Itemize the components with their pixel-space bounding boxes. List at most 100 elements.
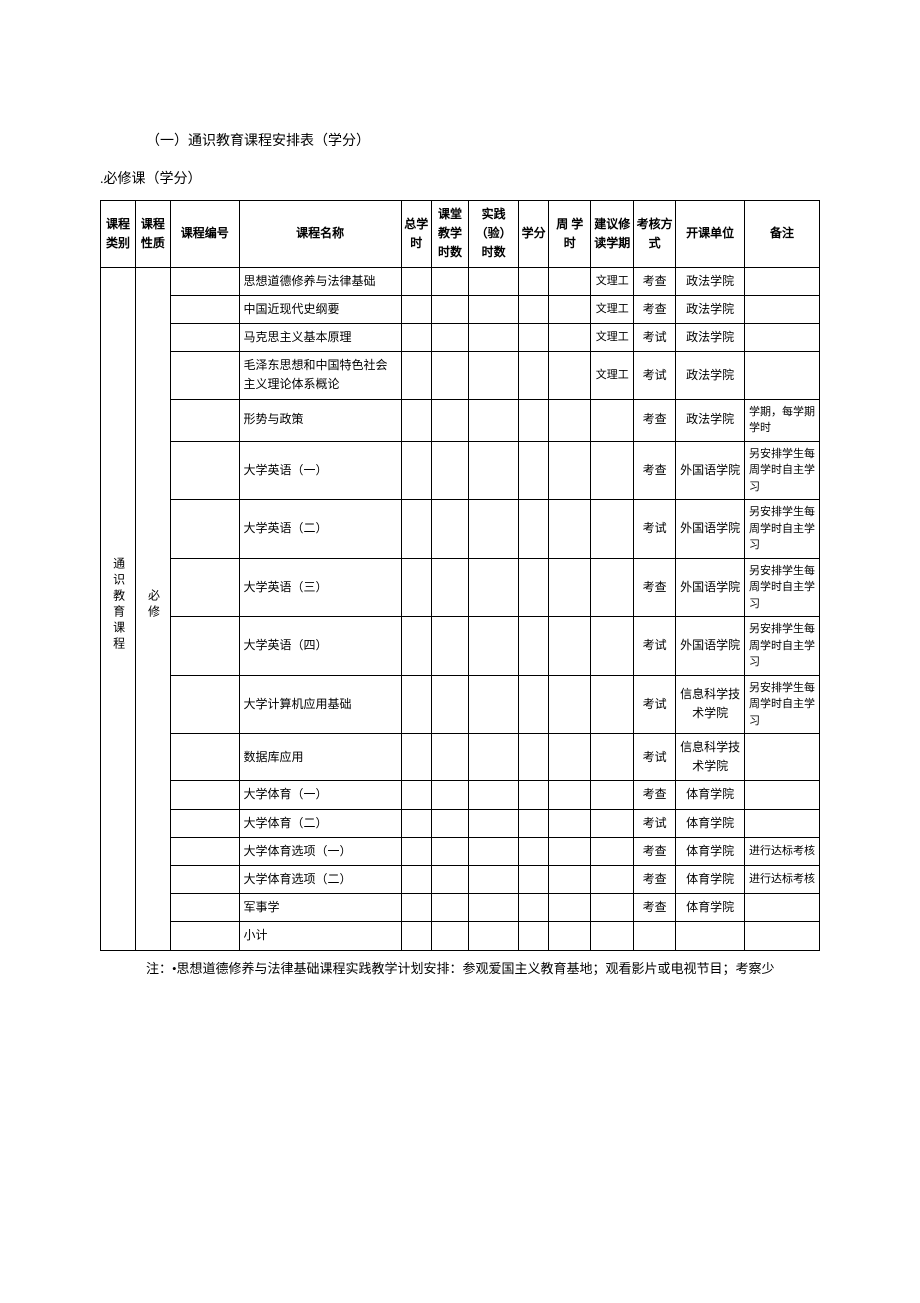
cell-ph xyxy=(469,734,519,781)
cell-wh xyxy=(549,837,591,865)
cell-wh xyxy=(549,441,591,500)
cell-name: 大学体育选项（一） xyxy=(239,837,401,865)
cell-dept: 体育学院 xyxy=(676,894,745,922)
cell-th xyxy=(401,558,431,617)
cell-wh xyxy=(549,323,591,351)
table-row: 军事学考查体育学院 xyxy=(101,894,820,922)
cell-name: 马克思主义基本原理 xyxy=(239,323,401,351)
cell-th xyxy=(401,865,431,893)
cell-wh xyxy=(549,617,591,676)
cell-name: 大学计算机应用基础 xyxy=(239,675,401,734)
cell-code xyxy=(170,809,239,837)
document-page: （一）通识教育课程安排表（学分） .必修课（学分） 课程类别 课程性质 课程编号… xyxy=(0,0,920,1019)
cell-ph xyxy=(469,558,519,617)
cell-code xyxy=(170,441,239,500)
cell-cr xyxy=(519,399,549,441)
th-credits: 学分 xyxy=(519,201,549,268)
cell-ch xyxy=(431,399,468,441)
th-exam: 考核方式 xyxy=(633,201,675,268)
cell-note xyxy=(745,267,820,295)
cell-exam: 考查 xyxy=(633,295,675,323)
cell-code xyxy=(170,675,239,734)
cell-th xyxy=(401,352,431,399)
cell-note xyxy=(745,323,820,351)
cell-name: 大学英语（三） xyxy=(239,558,401,617)
cell-note: 另安排学生每周学时自主学习 xyxy=(745,558,820,617)
cell-ch xyxy=(431,675,468,734)
section-subtitle: .必修课（学分） xyxy=(100,168,820,188)
table-row: 大学体育（一）考查体育学院 xyxy=(101,781,820,809)
cell-exam: 考查 xyxy=(633,865,675,893)
cell-ch xyxy=(431,500,468,559)
cell-dept: 外国语学院 xyxy=(676,617,745,676)
footnote: 注：•思想道德修养与法律基础课程实践教学计划安排：参观爱国主义教育基地；观看影片… xyxy=(100,959,820,980)
cell-ch xyxy=(431,781,468,809)
cell-ph xyxy=(469,500,519,559)
cell-code xyxy=(170,323,239,351)
cell-wh xyxy=(549,267,591,295)
th-dept: 开课单位 xyxy=(676,201,745,268)
cell-code xyxy=(170,781,239,809)
cell-ph xyxy=(469,323,519,351)
cell-note: 进行达标考核 xyxy=(745,865,820,893)
cell-dept: 政法学院 xyxy=(676,323,745,351)
th-semester: 建议修读学期 xyxy=(591,201,633,268)
cell-ph xyxy=(469,809,519,837)
cell-th xyxy=(401,295,431,323)
table-row: 形势与政策考查政法学院学期，每学期学时 xyxy=(101,399,820,441)
cell-code xyxy=(170,865,239,893)
cell-sem xyxy=(591,865,633,893)
cell-name: 小计 xyxy=(239,922,401,950)
cell-ph xyxy=(469,837,519,865)
cell-note xyxy=(745,781,820,809)
cell-ph xyxy=(469,617,519,676)
table-row: 大学英语（一）考查外国语学院另安排学生每周学时自主学习 xyxy=(101,441,820,500)
cell-ph xyxy=(469,922,519,950)
cell-ch xyxy=(431,352,468,399)
cell-cr xyxy=(519,267,549,295)
cell-cr xyxy=(519,837,549,865)
cell-note: 另安排学生每周学时自主学习 xyxy=(745,441,820,500)
cell-code xyxy=(170,399,239,441)
cell-dept: 外国语学院 xyxy=(676,558,745,617)
table-row: 大学英语（四）考试外国语学院另安排学生每周学时自主学习 xyxy=(101,617,820,676)
cell-name: 数据库应用 xyxy=(239,734,401,781)
cell-dept: 体育学院 xyxy=(676,837,745,865)
cell-wh xyxy=(549,500,591,559)
cell-exam: 考查 xyxy=(633,441,675,500)
cell-cr xyxy=(519,675,549,734)
cell-ph xyxy=(469,352,519,399)
cell-exam: 考查 xyxy=(633,781,675,809)
cell-name: 大学体育（一） xyxy=(239,781,401,809)
table-body: 通识教育课程必修思想道德修养与法律基础文理工考查政法学院中国近现代史纲要文理工考… xyxy=(101,267,820,950)
cell-wh xyxy=(549,734,591,781)
cell-dept: 政法学院 xyxy=(676,295,745,323)
table-row: 通识教育课程必修思想道德修养与法律基础文理工考查政法学院 xyxy=(101,267,820,295)
cell-th xyxy=(401,500,431,559)
th-class-hours: 课堂教学时数 xyxy=(431,201,468,268)
cell-sem: 文理工 xyxy=(591,352,633,399)
cell-wh xyxy=(549,922,591,950)
cell-cr xyxy=(519,441,549,500)
cell-code xyxy=(170,500,239,559)
cell-sem: 文理工 xyxy=(591,295,633,323)
th-practice-hours: 实践（验）时数 xyxy=(469,201,519,268)
cell-ph xyxy=(469,295,519,323)
cell-code xyxy=(170,734,239,781)
cell-code xyxy=(170,295,239,323)
table-row: 大学英语（三）考查外国语学院另安排学生每周学时自主学习 xyxy=(101,558,820,617)
cell-note xyxy=(745,734,820,781)
cell-wh xyxy=(549,352,591,399)
cell-exam: 考试 xyxy=(633,500,675,559)
cell-ph xyxy=(469,781,519,809)
cell-cr xyxy=(519,922,549,950)
cell-cr xyxy=(519,894,549,922)
cell-ch xyxy=(431,922,468,950)
cell-exam: 考查 xyxy=(633,267,675,295)
cell-th xyxy=(401,894,431,922)
cell-note xyxy=(745,809,820,837)
table-row: 大学体育（二）考试体育学院 xyxy=(101,809,820,837)
cell-name: 大学英语（一） xyxy=(239,441,401,500)
cell-dept: 信息科学技术学院 xyxy=(676,675,745,734)
cell-sem xyxy=(591,675,633,734)
